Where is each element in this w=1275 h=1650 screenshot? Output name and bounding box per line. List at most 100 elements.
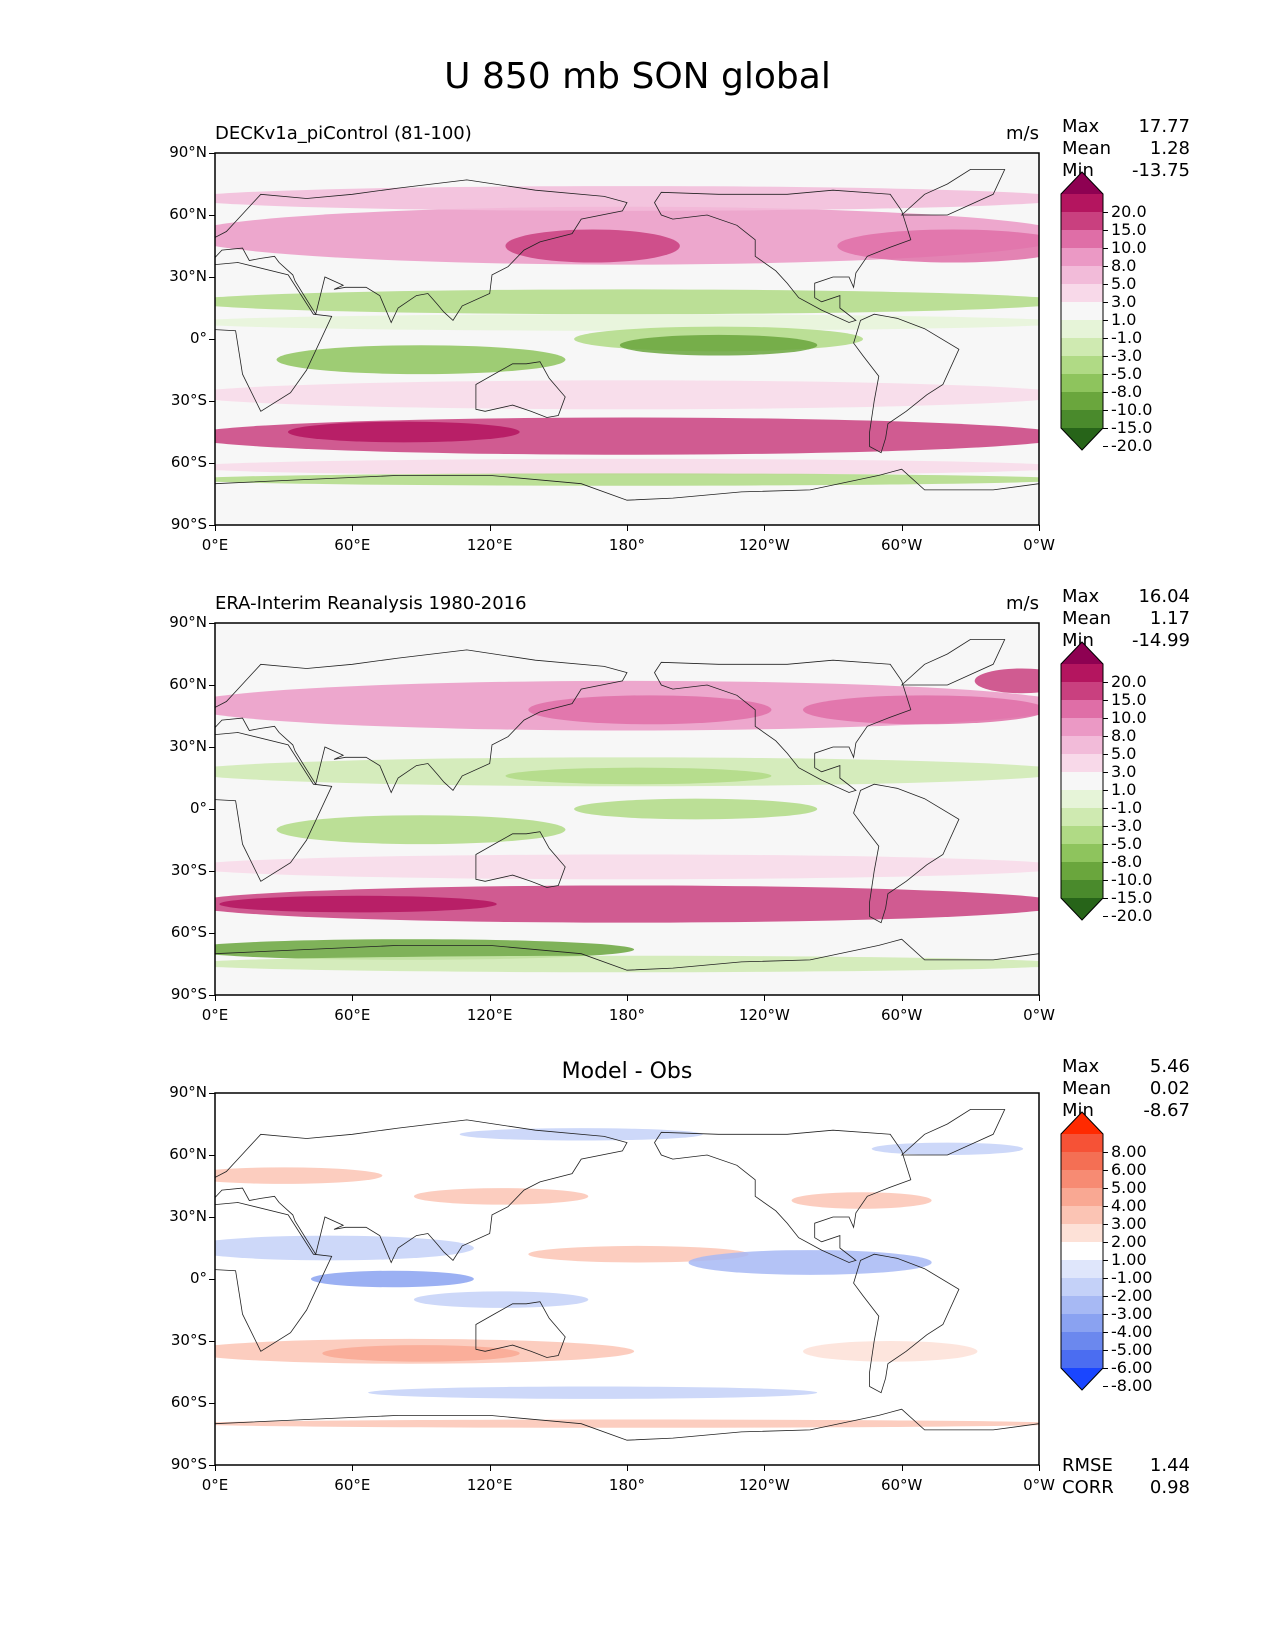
colorbar-tick-mark bbox=[1103, 1242, 1108, 1243]
colorbar-tick-label: 15.0 bbox=[1111, 220, 1147, 239]
lat-tick-mark bbox=[209, 1465, 215, 1466]
coastline bbox=[900, 1109, 1006, 1156]
field-contour bbox=[215, 186, 1039, 211]
field-contour bbox=[871, 1142, 1024, 1155]
colorbar-tick-label: -10.0 bbox=[1111, 400, 1153, 419]
field-contour bbox=[803, 1341, 978, 1362]
lon-tick-mark bbox=[764, 1465, 766, 1471]
lat-tick-label: 30°S bbox=[170, 861, 207, 879]
field-contour bbox=[505, 229, 680, 263]
lon-tick-mark bbox=[764, 995, 766, 1001]
colorbar-tick-label: 2.00 bbox=[1111, 1232, 1147, 1251]
lon-tick-mark bbox=[764, 525, 766, 531]
colorbar-tick-label: 10.0 bbox=[1111, 708, 1147, 727]
colorbar-tick-label: -8.0 bbox=[1111, 852, 1143, 871]
colorbar-tick-mark bbox=[1103, 880, 1108, 881]
stat-value: 1.17 bbox=[1149, 608, 1190, 629]
coastline bbox=[475, 831, 566, 888]
field-contour bbox=[505, 767, 772, 785]
colorbar-tick-label: -3.0 bbox=[1111, 816, 1143, 835]
colorbar-tick-mark bbox=[1103, 790, 1108, 791]
stat-label: Max bbox=[1062, 116, 1100, 137]
lat-tick-mark bbox=[209, 1093, 215, 1094]
field-contour bbox=[528, 695, 772, 725]
colorbar-tick-mark bbox=[1103, 1350, 1108, 1351]
field-shading bbox=[215, 1128, 1039, 1428]
lat-tick-label: 0° bbox=[189, 799, 207, 817]
lat-tick-mark bbox=[209, 277, 215, 278]
stats-row: Mean 1.17 bbox=[1062, 608, 1190, 630]
colorbar-tick-mark bbox=[1103, 718, 1108, 719]
coastline bbox=[215, 938, 1039, 995]
coastlines bbox=[215, 169, 1039, 525]
field-contour bbox=[803, 695, 1039, 725]
coastline bbox=[853, 783, 960, 924]
stats-block: Max 5.46 Mean 0.02 Min -8.67 bbox=[1062, 1056, 1190, 1122]
lon-tick-mark bbox=[1039, 1465, 1040, 1471]
lat-tick-label: 90°N bbox=[169, 143, 207, 161]
lon-tick-label: 120°E bbox=[466, 1006, 513, 1024]
stat-value: 1.28 bbox=[1149, 138, 1190, 159]
lat-tick-mark bbox=[209, 463, 215, 464]
colorbar-tick-mark bbox=[1103, 320, 1108, 321]
colorbar-tick-mark bbox=[1103, 266, 1108, 267]
colorbar-tick-label: -3.0 bbox=[1111, 346, 1143, 365]
colorbar-extend-min bbox=[1061, 898, 1103, 920]
field-contour bbox=[619, 334, 818, 356]
colorbar-tick-mark bbox=[1103, 1152, 1108, 1153]
field-contour bbox=[413, 1291, 589, 1308]
lon-tick-mark bbox=[901, 525, 903, 531]
colorbar-tick-label: 1.0 bbox=[1111, 310, 1137, 329]
colorbar-tick-mark bbox=[1103, 392, 1108, 393]
colorbar-tick-mark bbox=[1103, 1224, 1108, 1225]
units-label: m/s bbox=[1006, 123, 1039, 144]
colorbar-band bbox=[1061, 1314, 1103, 1332]
lat-tick-mark bbox=[209, 1403, 215, 1404]
coastline bbox=[215, 179, 628, 324]
stats-row: Max 16.04 bbox=[1062, 586, 1190, 608]
lon-tick-mark bbox=[215, 995, 216, 1001]
field-shading bbox=[215, 186, 1039, 486]
colorbar-tick-mark bbox=[1103, 1332, 1108, 1333]
colorbar-tick-label: 5.0 bbox=[1111, 274, 1137, 293]
lon-tick-label: 180° bbox=[608, 1006, 646, 1024]
colorbar-tick-mark bbox=[1103, 302, 1108, 303]
lon-tick-label: 0°E bbox=[201, 1476, 229, 1494]
colorbar-tick-label: -1.0 bbox=[1111, 798, 1143, 817]
colorbar-tick-label: 8.0 bbox=[1111, 726, 1137, 745]
colorbar-tick-mark bbox=[1103, 826, 1108, 827]
stat-value: 16.04 bbox=[1138, 586, 1190, 607]
lon-tick-mark bbox=[489, 995, 491, 1001]
lat-tick-label: 60°S bbox=[170, 923, 207, 941]
colorbar-band bbox=[1061, 302, 1103, 320]
lon-tick-mark bbox=[1039, 995, 1040, 1001]
lat-tick-mark bbox=[209, 623, 215, 624]
lat-tick-mark bbox=[209, 153, 215, 154]
colorbar-tick-mark bbox=[1103, 1296, 1108, 1297]
colorbar-band bbox=[1061, 1188, 1103, 1206]
colorbar-tick-mark bbox=[1103, 916, 1108, 917]
colorbar-band bbox=[1061, 1206, 1103, 1224]
field-contour bbox=[791, 1192, 932, 1209]
rmse-corr-block: RMSE 1.44 CORR 0.98 bbox=[1062, 1455, 1190, 1499]
lat-tick-label: 0° bbox=[189, 1269, 207, 1287]
lat-tick-label: 30°N bbox=[169, 1207, 207, 1225]
colorbar-band bbox=[1061, 1350, 1103, 1368]
lat-tick-label: 90°S bbox=[170, 515, 207, 533]
field-contour bbox=[215, 1419, 1039, 1428]
coastline bbox=[900, 169, 1006, 216]
lat-tick-label: 90°N bbox=[169, 1083, 207, 1101]
colorbar-band bbox=[1061, 772, 1103, 790]
colorbar-tick-label: -5.00 bbox=[1111, 1340, 1153, 1359]
coastline bbox=[215, 1202, 333, 1352]
stats-row: CORR 0.98 bbox=[1062, 1477, 1190, 1499]
lon-tick-mark bbox=[627, 995, 628, 1001]
lat-tick-mark bbox=[209, 1279, 215, 1280]
colorbar-band bbox=[1061, 1332, 1103, 1350]
lat-tick-mark bbox=[209, 685, 215, 686]
lat-tick-label: 30°N bbox=[169, 267, 207, 285]
colorbar-band bbox=[1061, 1242, 1103, 1260]
map-plot bbox=[214, 152, 1040, 526]
colorbar-tick-mark bbox=[1103, 410, 1108, 411]
lon-tick-label: 180° bbox=[608, 536, 646, 554]
